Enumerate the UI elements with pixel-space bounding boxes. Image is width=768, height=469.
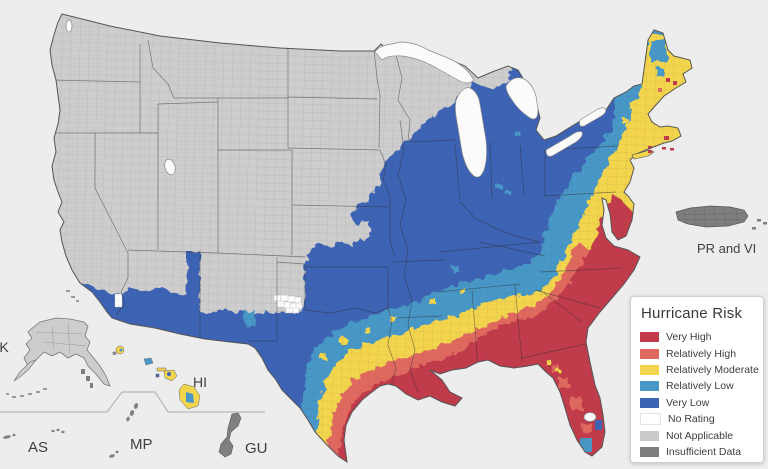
legend-item-label: Relatively Low (666, 380, 734, 393)
legend-item: Very High (640, 329, 757, 345)
legend-item-label: Relatively High (666, 347, 737, 360)
legend-swatch (640, 397, 659, 408)
american-samoa-inset[interactable] (3, 428, 65, 439)
state-borders (50, 39, 623, 393)
legend-swatch (640, 364, 659, 375)
legend-item: No Rating (640, 411, 757, 427)
northern-mariana-inset[interactable] (109, 402, 139, 458)
lake-erie (545, 131, 583, 157)
lake-superior (374, 41, 475, 84)
guam-inset[interactable] (218, 412, 242, 458)
guam-label: GU (245, 440, 268, 457)
great-lakes (65, 19, 607, 422)
hawaii-label: HI (193, 374, 207, 390)
great-salt-lake (164, 158, 176, 176)
nantucket-marthas-vineyard (662, 147, 674, 151)
legend-item: Insufficient Data (640, 444, 757, 460)
long-island-very-high-spot (648, 150, 652, 153)
legend-item: Very Low (640, 395, 757, 411)
legend-swatch (640, 446, 659, 457)
channel-islands (66, 290, 79, 302)
legend-item: Not Applicable (640, 427, 757, 443)
legend: Hurricane Risk Very High Relatively High R… (630, 296, 764, 463)
puerto-rico-vi-label: PR and VI (697, 241, 756, 256)
aleutian-islands (6, 388, 47, 398)
legend-item-label: Insufficient Data (666, 445, 742, 458)
legend-swatch (640, 413, 661, 426)
puget-sound (65, 19, 73, 33)
alaska-label: AK (0, 339, 9, 355)
legend-swatch (640, 332, 659, 343)
inset-divider (0, 391, 265, 413)
lake-okeechobee (583, 412, 597, 422)
northern-mariana-label: MP (130, 436, 153, 453)
legend-title: Hurricane Risk (641, 305, 743, 322)
legend-items: Very High Relatively High Relatively Moder… (640, 329, 759, 460)
legend-item-label: Very Low (666, 396, 710, 409)
puerto-rico-inset[interactable] (675, 205, 767, 230)
legend-item: Relatively Low (640, 378, 757, 394)
virgin-islands (752, 219, 767, 230)
lake-michigan (454, 87, 488, 178)
legend-item-label: No Rating (668, 413, 715, 426)
american-samoa-label: AS (28, 439, 48, 456)
lake-ontario (579, 107, 607, 127)
legend-item-label: Relatively Moderate (666, 363, 759, 376)
legend-swatch (640, 348, 659, 359)
legend-item-label: Not Applicable (666, 429, 734, 442)
legend-swatch (640, 381, 659, 392)
alaska-inset[interactable] (6, 317, 111, 398)
hawaii-inset[interactable] (112, 345, 201, 410)
legend-item-label: Very High (666, 331, 712, 344)
legend-swatch (640, 430, 659, 441)
alaska-panhandle-islands (81, 369, 93, 388)
legend-item: Relatively Moderate (640, 362, 759, 378)
lake-huron (505, 77, 539, 120)
legend-item: Relatively High (640, 345, 757, 361)
